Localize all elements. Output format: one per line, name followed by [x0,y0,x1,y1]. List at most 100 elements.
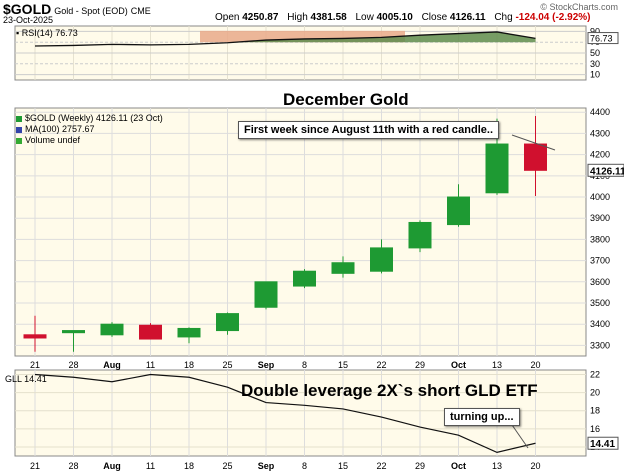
rsi-tick-label: 10 [590,70,600,80]
x-tick-label: 22 [376,360,386,370]
rsi-overbought-zone [200,30,405,43]
gll-tick-label: 18 [590,406,600,416]
candle-body [370,247,393,272]
open-value: 4250.87 [242,12,279,23]
candle-body [485,143,509,194]
x-tick-label: Aug [103,360,121,370]
price-tick-label: 3300 [590,340,610,350]
candle-body [23,334,47,339]
legend-volume-swatch [16,137,22,144]
chart-header: $GOLD Gold - Spot (EOD) CME 23-Oct-2025 Op… [0,0,624,26]
x-tick-label-lower: Oct [451,461,466,471]
x-tick-label-lower: Aug [103,461,121,471]
symbol-name: Gold - Spot (EOD) [54,6,128,16]
x-tick-label: Sep [258,360,275,370]
x-tick-label-lower: 25 [222,461,232,471]
turning-up-callout: turning up... [444,408,520,426]
rsi-fill [35,31,536,43]
gll-tick-label: 22 [590,370,600,380]
x-tick-label: 28 [68,360,78,370]
price-last-label: 4126.11 [590,166,624,177]
x-tick-label-lower: 21 [30,461,40,471]
x-tick-label: Oct [451,360,466,370]
x-tick-label: 13 [492,360,502,370]
legend-price-text: $GOLD (Weekly) 4126.11 (23 Oct) [25,113,163,123]
chg-label: Chg [494,12,513,23]
candle-body [177,327,201,338]
rsi-tick-label: 50 [590,48,600,58]
x-tick-label: 11 [146,360,155,370]
high-label: High [287,12,308,23]
candle-body [139,324,162,340]
x-tick-label-lower: 29 [415,461,425,471]
rsi-tick-label: 90 [590,26,600,36]
legend-volume: Volume undef [16,135,163,146]
price-tick-label: 3700 [590,256,610,266]
price-tick-label: 4400 [590,107,610,117]
legend-ma-swatch [16,126,22,133]
price-tick-label: 4200 [590,150,610,160]
ohlc-readout: Open 4250.87 High 4381.58 Low 4005.10 Cl… [215,12,591,23]
x-tick-label-lower: 15 [338,461,348,471]
symbol-title: $GOLD Gold - Spot (EOD) CME [3,1,151,17]
candle-body [216,313,239,332]
main-title: December Gold [283,90,409,109]
price-last-box [587,163,624,177]
x-tick-label: 18 [184,360,194,370]
price-tick-label: 4300 [590,128,610,138]
x-tick-label: 29 [415,360,425,370]
close-label: Close [421,12,448,23]
rsi-legend: ▪ RSI(14) 76.73 [16,28,78,38]
chart-date: 23-Oct-2025 [3,15,54,25]
x-tick-label: 15 [338,360,348,370]
candle-body [293,270,316,287]
gll-last-box [587,436,619,450]
rsi-line [34,31,536,47]
x-tick-label-lower: 13 [492,461,502,471]
candle-body [524,143,547,171]
x-tick-label: 25 [222,360,232,370]
x-tick-label-lower: 11 [146,461,155,471]
lower-title: Double leverage 2X`s short GLD ETF [241,381,538,400]
price-tick-label: 3500 [590,298,610,308]
gll-legend: GLL 14.41 [5,374,47,384]
lower-callout-pointer [509,421,529,449]
symbol: $GOLD [3,1,52,17]
candle-body [331,262,355,274]
candle-body [62,330,85,334]
x-tick-label-lower: 22 [376,461,386,471]
x-tick-label: 21 [30,360,40,370]
legend-price: $GOLD (Weekly) 4126.11 (23 Oct) [16,113,163,124]
rsi-tick-label: 30 [590,59,600,69]
price-legend: $GOLD (Weekly) 4126.11 (23 Oct) MA(100) … [16,113,163,146]
rsi-last-label: 76.73 [590,34,613,44]
close-value: 4126.11 [449,12,486,23]
low-value: 4005.10 [376,12,413,23]
low-label: Low [355,12,374,23]
gll-last-label: 14.41 [590,439,615,450]
legend-ma-text: MA(100) 2757.67 [25,124,95,134]
candle-body [447,196,470,226]
gll-line [34,373,536,454]
gll-title: GLL 14.41 [5,374,47,384]
rsi-title: RSI(14) 76.73 [21,28,78,38]
x-tick-label: 20 [530,360,540,370]
price-tick-label: 4000 [590,192,610,202]
rsi-last-box [587,32,619,45]
candle-body [408,221,432,249]
price-tick-label: 3800 [590,234,610,244]
price-tick-label: 3400 [590,319,610,329]
chg-value: -124.04 (-2.92%) [515,12,591,23]
callout-pointer [511,134,556,151]
price-tick-label: 3600 [590,277,610,287]
x-tick-label: 8 [302,360,307,370]
x-tick-label-lower: 18 [184,461,194,471]
legend-volume-text: Volume undef [25,135,81,145]
legend-price-swatch [16,115,22,122]
x-tick-label-lower: Sep [258,461,275,471]
red-candle-callout: First week since August 11th with a red … [238,121,499,139]
gll-tick-label: 20 [590,388,600,398]
x-tick-label-lower: 8 [302,461,307,471]
open-label: Open [215,12,240,23]
